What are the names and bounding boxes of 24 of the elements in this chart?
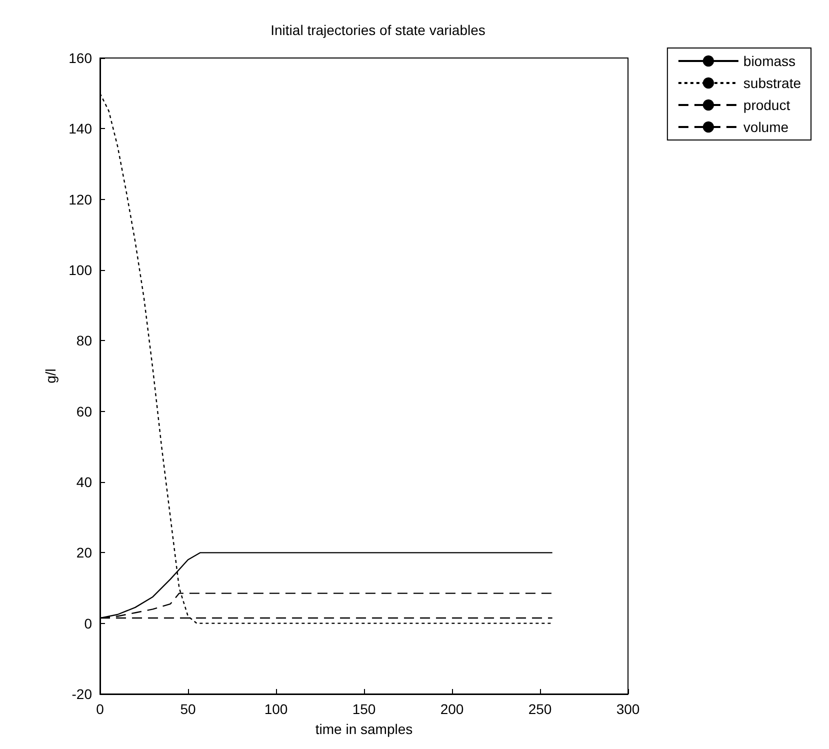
y-tick-label: 120 [68,191,92,208]
y-tick-label: 60 [76,403,92,420]
legend-label: biomass [743,53,796,69]
y-tick-label: 100 [68,262,92,278]
x-tick-label: 150 [352,701,376,717]
x-tick-label: 100 [264,701,288,717]
x-tick-label: 300 [616,701,640,717]
y-tick-label: 80 [76,332,92,349]
legend-label: volume [743,119,789,135]
y-axis-title: g/l [42,368,59,384]
chart-title: Initial trajectories of state variables [270,22,486,38]
y-tick-label: 0 [84,615,92,632]
x-tick-label: 0 [96,701,104,717]
legend-label: product [743,97,790,113]
y-tick-label: 140 [68,120,92,137]
y-tick-label: 20 [76,544,92,561]
x-tick-label: 50 [180,701,196,717]
y-tick-label: -20 [72,686,92,702]
x-tick-label: 200 [440,701,464,717]
x-tick-label: 250 [528,701,552,717]
y-tick-label: 40 [76,474,92,490]
legend-label: substrate [743,75,802,91]
y-tick-label: 160 [68,50,92,66]
x-axis-title: time in samples [315,721,413,737]
